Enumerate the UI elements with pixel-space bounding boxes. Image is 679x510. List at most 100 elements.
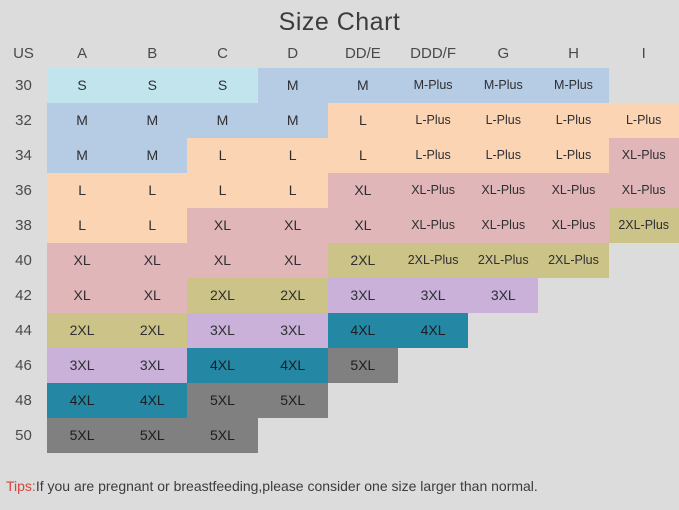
column-header-dd-e: DD/E	[344, 45, 381, 62]
row-header-us-44: 44	[15, 322, 32, 339]
cell-us46-DD-E: 5XL	[327, 348, 398, 383]
cell-us30-C: S	[187, 68, 258, 103]
column-header-i: I	[641, 45, 646, 62]
cell-us36-D: L	[257, 173, 328, 208]
cell-us44-A: 2XL	[47, 313, 118, 348]
cell-us36-DD-E: XL	[327, 173, 398, 208]
page-title: Size Chart	[278, 8, 401, 36]
cell-us32-DDD-F: L-Plus	[398, 103, 469, 138]
cell-us40-DDD-F: 2XL-Plus	[398, 243, 469, 278]
cell-us32-A: M	[47, 103, 118, 138]
cell-us38-DDD-F: XL-Plus	[398, 208, 469, 243]
row-header-us-38: 38	[15, 217, 32, 234]
cell-us34-I: XL-Plus	[608, 138, 679, 173]
cell-us36-I: XL-Plus	[608, 173, 679, 208]
table-row: 48 4XL 4XL 5XL 5XL	[0, 383, 679, 418]
row-header-us-46: 46	[15, 357, 32, 374]
cell-us42-H	[538, 278, 608, 313]
cell-us30-H: M-Plus	[538, 68, 609, 103]
cell-us50-DDD-F	[398, 418, 468, 453]
row-header-us-32: 32	[15, 112, 32, 129]
table-row: 44 2XL 2XL 3XL 3XL 4XL 4XL	[0, 313, 679, 348]
cell-us44-DDD-F: 4XL	[398, 313, 469, 348]
size-chart-table: US A B C D DD/E DDD/F G H I 30 S S S M M M-Plus M-Plus M-…	[0, 40, 679, 453]
cell-us50-I	[609, 418, 679, 453]
table-row: 32 M M M M L L-Plus L-Plus L-Plus L-Plus	[0, 103, 679, 138]
cell-us34-D: L	[257, 138, 328, 173]
cell-us46-H	[538, 348, 608, 383]
cell-us50-H	[538, 418, 608, 453]
table-header-row: US A B C D DD/E DDD/F G H I	[0, 40, 679, 68]
cell-us34-C: L	[187, 138, 258, 173]
column-header-a: A	[77, 45, 88, 62]
cell-us44-I	[609, 313, 679, 348]
cell-us42-D: 2XL	[257, 278, 328, 313]
cell-us50-C: 5XL	[187, 418, 258, 453]
cell-us40-C: XL	[187, 243, 258, 278]
row-header-us-42: 42	[15, 287, 32, 304]
column-header-d: D	[287, 45, 299, 62]
tips-note: Tips:If you are pregnant or breastfeedin…	[6, 478, 538, 494]
cell-us36-DDD-F: XL-Plus	[398, 173, 469, 208]
cell-us38-A: L	[47, 208, 118, 243]
cell-us38-I: 2XL-Plus	[608, 208, 679, 243]
cell-us38-DD-E: XL	[327, 208, 398, 243]
table-row: 42 XL XL 2XL 2XL 3XL 3XL 3XL	[0, 278, 679, 313]
cell-us30-G: M-Plus	[468, 68, 539, 103]
cell-us30-DD-E: M	[327, 68, 398, 103]
cell-us36-H: XL-Plus	[538, 173, 609, 208]
cell-us32-H: L-Plus	[538, 103, 609, 138]
cell-us44-B: 2XL	[117, 313, 188, 348]
cell-us48-DD-E	[328, 383, 398, 418]
cell-us32-G: L-Plus	[468, 103, 539, 138]
cell-us40-D: XL	[257, 243, 328, 278]
cell-us40-H: 2XL-Plus	[538, 243, 609, 278]
cell-us48-DDD-F	[398, 383, 468, 418]
cell-us44-C: 3XL	[187, 313, 258, 348]
cell-us42-I	[609, 278, 679, 313]
cell-us50-G	[468, 418, 538, 453]
cell-us40-I	[609, 243, 679, 278]
column-header-b: B	[147, 45, 158, 62]
cell-us30-D: M	[257, 68, 328, 103]
cell-us34-A: M	[47, 138, 118, 173]
cell-us48-I	[609, 383, 679, 418]
cell-us36-C: L	[187, 173, 258, 208]
cell-us48-D: 5XL	[257, 383, 328, 418]
row-header-us-48: 48	[15, 392, 32, 409]
cell-us48-B: 4XL	[117, 383, 188, 418]
cell-us38-H: XL-Plus	[538, 208, 609, 243]
cell-us34-H: L-Plus	[538, 138, 609, 173]
cell-us42-C: 2XL	[187, 278, 258, 313]
row-header-us-30: 30	[15, 77, 32, 94]
cell-us32-C: M	[187, 103, 258, 138]
cell-us50-B: 5XL	[117, 418, 188, 453]
tips-label: Tips:	[6, 478, 36, 494]
row-header-us-34: 34	[15, 147, 32, 164]
cell-us46-C: 4XL	[187, 348, 258, 383]
cell-us42-G: 3XL	[468, 278, 539, 313]
cell-us32-D: M	[257, 103, 328, 138]
cell-us38-B: L	[117, 208, 188, 243]
cell-us34-G: L-Plus	[468, 138, 539, 173]
cell-us46-G	[468, 348, 538, 383]
table-body: 30 S S S M M M-Plus M-Plus M-Plus 32 M M M M L L-Plus L-…	[0, 68, 679, 453]
table-row: 30 S S S M M M-Plus M-Plus M-Plus	[0, 68, 679, 103]
cell-us44-DD-E: 4XL	[327, 313, 398, 348]
cell-us40-G: 2XL-Plus	[468, 243, 539, 278]
cell-us34-DDD-F: L-Plus	[398, 138, 469, 173]
cell-us42-B: XL	[117, 278, 188, 313]
cell-us30-B: S	[117, 68, 188, 103]
cell-us44-D: 3XL	[257, 313, 328, 348]
cell-us46-B: 3XL	[117, 348, 188, 383]
table-row: 46 3XL 3XL 4XL 4XL 5XL	[0, 348, 679, 383]
cell-us40-B: XL	[117, 243, 188, 278]
table-row: 34 M M L L L L-Plus L-Plus L-Plus XL-Plus	[0, 138, 679, 173]
row-header-us-50: 50	[15, 427, 32, 444]
cell-us36-B: L	[117, 173, 188, 208]
column-header-g: G	[497, 45, 510, 62]
table-row: 50 5XL 5XL 5XL	[0, 418, 679, 453]
tips-text: If you are pregnant or breastfeeding,ple…	[35, 478, 538, 494]
cell-us46-DDD-F	[398, 348, 468, 383]
